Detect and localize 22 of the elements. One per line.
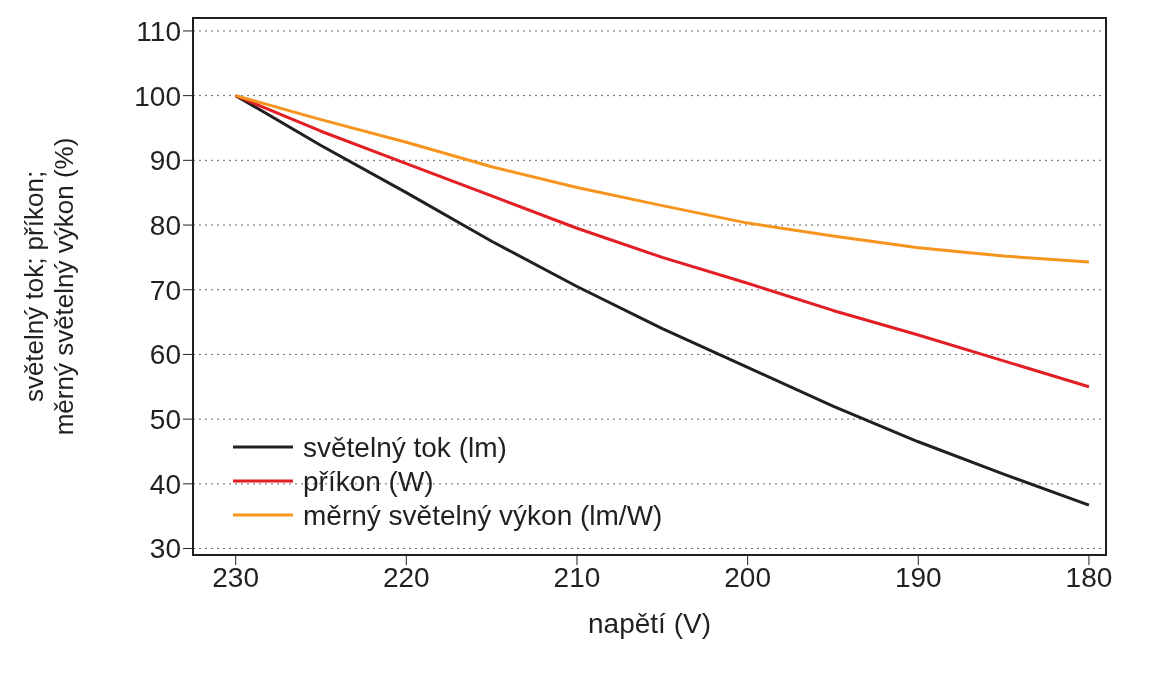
y-tick-label: 70 [149, 274, 181, 306]
y-tick-label: 50 [149, 404, 181, 436]
legend-label: měrný světelný výkon (lm/W) [303, 500, 663, 531]
y-tick-label: 30 [149, 533, 181, 565]
legend-label: světelný tok (lm) [303, 432, 507, 463]
x-tick-label: 200 [724, 561, 771, 593]
y-tick-label: 40 [149, 468, 181, 500]
y-tick-label: 60 [149, 339, 181, 371]
x-tick-label: 220 [382, 561, 430, 593]
y-axis-title: světelný tok; příkon; měrný světelný výkon (%) [19, 137, 79, 436]
x-tick-label: 210 [553, 561, 601, 593]
line-series [234, 94, 1091, 389]
y-tick-label: 90 [149, 145, 181, 177]
line-series [234, 94, 1091, 264]
x-tick-label: 180 [1065, 561, 1113, 593]
y-tick-label: 80 [149, 209, 181, 241]
x-tick-label: 190 [894, 561, 942, 593]
legend-label: příkon (W) [303, 466, 434, 497]
y-tick-label: 110 [136, 15, 181, 47]
x-axis-title: napětí (V) [588, 608, 711, 639]
x-tick-label: 230 [212, 561, 260, 593]
y-tick-label: 100 [134, 80, 181, 112]
